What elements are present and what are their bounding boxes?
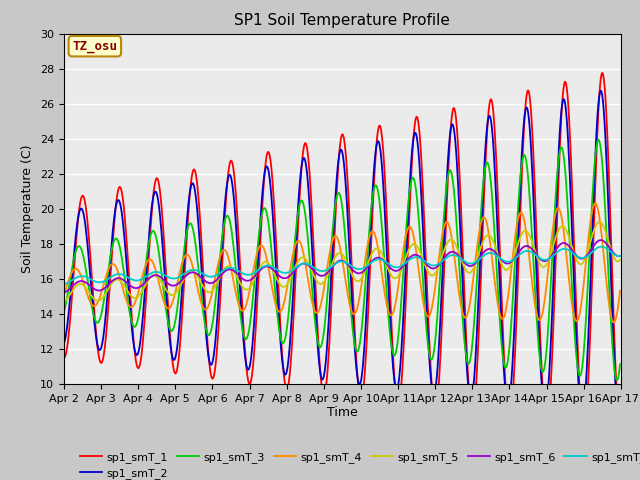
sp1_smT_6 [426,264,434,270]
sp1_smT_2 [616,415,624,421]
sp1_smT_7 [60,281,68,287]
sp1_smT_6 [213,276,221,282]
sp1_smT_6 [410,252,417,258]
sp1_smT_3 [184,225,191,231]
sp1_smT_3 [70,255,78,261]
sp1_smT_4 [70,266,78,272]
sp1_smT_5 [184,270,191,276]
sp1_smT_3 [127,317,135,323]
sp1_smT_1 [70,265,78,271]
sp1_smT_5 [426,271,434,277]
sp1_smT_7 [598,244,605,250]
sp1_smT_6 [127,284,135,289]
sp1_smT_7 [127,276,135,282]
sp1_smT_7 [426,262,434,267]
Line: sp1_smT_6: sp1_smT_6 [64,240,620,293]
Y-axis label: Soil Temperature (C): Soil Temperature (C) [22,144,35,273]
sp1_smT_3 [616,361,624,367]
Line: sp1_smT_2: sp1_smT_2 [64,91,620,419]
sp1_smT_2 [127,320,135,326]
sp1_smT_1 [184,219,191,225]
sp1_smT_6 [597,237,605,243]
sp1_smT_5 [70,286,78,291]
sp1_smT_2 [426,363,434,369]
sp1_smT_2 [410,135,417,141]
sp1_smT_6 [616,253,624,259]
Line: sp1_smT_1: sp1_smT_1 [64,73,620,435]
Legend: sp1_smT_1, sp1_smT_2, sp1_smT_3, sp1_smT_4, sp1_smT_5, sp1_smT_6, sp1_smT_7: sp1_smT_1, sp1_smT_2, sp1_smT_3, sp1_smT… [75,447,640,480]
sp1_smT_1 [616,432,624,438]
sp1_smT_4 [184,252,191,258]
sp1_smT_5 [410,241,417,247]
sp1_smT_5 [213,280,221,286]
sp1_smT_5 [127,293,135,299]
Title: SP1 Soil Temperature Profile: SP1 Soil Temperature Profile [234,13,451,28]
sp1_smT_1 [60,355,68,360]
sp1_smT_2 [213,317,221,323]
sp1_smT_4 [610,320,618,325]
sp1_smT_3 [613,377,621,383]
sp1_smT_1 [213,345,221,351]
sp1_smT_2 [597,88,605,94]
sp1_smT_6 [60,290,68,296]
sp1_smT_2 [60,340,68,346]
sp1_smT_7 [213,272,221,277]
sp1_smT_2 [184,208,191,214]
Text: TZ_osu: TZ_osu [72,40,117,53]
sp1_smT_4 [591,200,599,206]
sp1_smT_6 [184,271,191,277]
sp1_smT_2 [616,416,623,422]
sp1_smT_4 [410,233,417,239]
sp1_smT_4 [213,265,221,271]
sp1_smT_7 [616,253,624,259]
Line: sp1_smT_7: sp1_smT_7 [64,247,620,284]
sp1_smT_6 [70,282,78,288]
sp1_smT_4 [616,288,624,294]
sp1_smT_5 [616,257,624,263]
sp1_smT_2 [70,250,78,256]
X-axis label: Time: Time [327,407,358,420]
sp1_smT_7 [410,255,417,261]
Line: sp1_smT_3: sp1_smT_3 [64,140,620,380]
Line: sp1_smT_5: sp1_smT_5 [64,222,620,302]
sp1_smT_3 [60,309,68,315]
sp1_smT_4 [60,291,68,297]
sp1_smT_5 [60,300,68,305]
sp1_smT_3 [213,282,221,288]
sp1_smT_4 [127,304,135,310]
sp1_smT_4 [426,312,434,318]
sp1_smT_3 [595,137,602,143]
sp1_smT_3 [410,175,417,181]
sp1_smT_1 [127,308,135,313]
sp1_smT_1 [426,349,434,355]
Line: sp1_smT_4: sp1_smT_4 [64,203,620,323]
sp1_smT_1 [598,70,606,76]
sp1_smT_3 [426,353,434,359]
sp1_smT_7 [184,268,191,274]
sp1_smT_7 [70,276,78,282]
sp1_smT_1 [410,134,417,140]
sp1_smT_5 [595,219,603,225]
